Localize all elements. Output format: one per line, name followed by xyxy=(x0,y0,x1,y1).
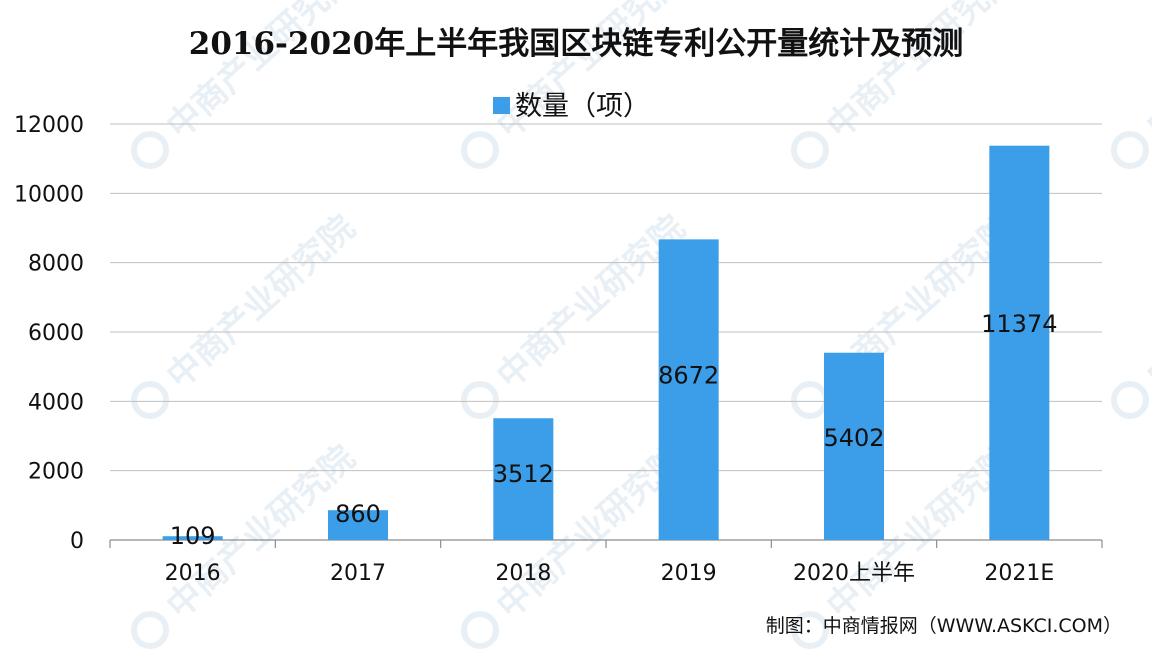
x-category-label: 2021E xyxy=(984,561,1054,586)
data-label: 8672 xyxy=(658,362,719,390)
y-tick-label: 10000 xyxy=(14,182,84,207)
bar xyxy=(162,536,223,540)
watermark-text: 中商产业研究院 xyxy=(159,208,363,397)
x-category-label: 2018 xyxy=(495,561,551,586)
bar xyxy=(658,239,719,540)
watermark-text: 中商产业研究院 xyxy=(489,0,693,147)
x-category-label: 2016 xyxy=(165,561,221,586)
bar xyxy=(493,418,554,540)
bar xyxy=(328,510,388,540)
legend-swatch xyxy=(493,97,510,114)
x-category-label: 2017 xyxy=(330,561,386,586)
y-axis-ticks: 0 2000 4000 6000 8000 10000 12000 xyxy=(14,113,84,554)
data-label: 860 xyxy=(335,500,381,528)
watermark-logo-icon xyxy=(131,611,169,649)
y-tick-label: 6000 xyxy=(28,321,84,346)
y-tick-label: 4000 xyxy=(28,390,84,415)
watermark-text: 中商产业研究院 xyxy=(1139,0,1152,147)
bar xyxy=(824,352,884,540)
watermark-logo-icon xyxy=(131,131,169,169)
bars xyxy=(162,145,1050,540)
watermark-text: 中商产业研究院 xyxy=(819,0,1023,147)
watermark-logo-icon xyxy=(131,381,169,419)
source-note: 制图：中商情报网（WWW.ASKCI.COM） xyxy=(766,615,1122,637)
watermark-logo-icon xyxy=(1111,381,1149,419)
watermark-logo-icon xyxy=(461,381,499,419)
data-label: 3512 xyxy=(493,460,554,488)
legend: 数量（项） xyxy=(493,91,650,122)
data-label: 109 xyxy=(170,522,216,550)
bar xyxy=(989,145,1050,540)
y-tick-label: 12000 xyxy=(14,113,84,138)
x-category-label: 2019 xyxy=(661,561,717,586)
watermark-logo-icon xyxy=(791,611,829,649)
data-labels: 109 860 3512 8672 5402 11374 xyxy=(170,310,1058,550)
watermark-logo-icon xyxy=(1111,131,1149,169)
y-tick-label: 2000 xyxy=(28,460,84,485)
y-tick-label: 8000 xyxy=(28,252,84,277)
x-category-label: 2020上半年 xyxy=(793,561,915,586)
watermark-logo-icon xyxy=(791,131,829,169)
x-axis-categories: 2016 2017 2018 2019 2020上半年 2021E xyxy=(165,561,1055,586)
data-label: 11374 xyxy=(981,310,1057,338)
watermark-logo-icon xyxy=(791,381,829,419)
watermark-text: 中商产业研究院 xyxy=(1139,208,1152,397)
gridlines xyxy=(109,123,1103,548)
watermark-text: 中商产业研究院 xyxy=(159,0,363,147)
legend-label: 数量（项） xyxy=(515,91,650,122)
y-tick-label: 0 xyxy=(70,529,84,554)
watermark-logo-icon xyxy=(461,611,499,649)
chart-title: 2016-2020年上半年我国区块链专利公开量统计及预测 xyxy=(189,26,963,62)
data-label: 5402 xyxy=(823,424,884,452)
watermark-logo-icon xyxy=(461,131,499,169)
